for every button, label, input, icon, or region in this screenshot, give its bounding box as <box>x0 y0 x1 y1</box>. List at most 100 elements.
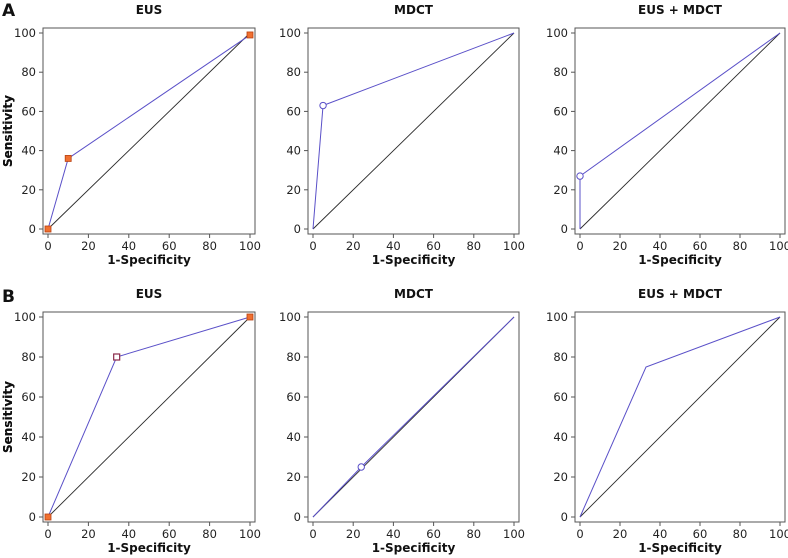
y-tick-label: 80 <box>21 350 36 364</box>
y-tick-label: 20 <box>553 183 568 197</box>
roc-point-open-circle <box>319 101 327 110</box>
chart-title: MDCT <box>394 287 434 301</box>
y-axis-label: Sensitivity <box>1 95 15 167</box>
x-tick-label: 20 <box>81 527 96 541</box>
x-axis-label: 1-Specificity <box>638 253 722 267</box>
chart-title: EUS + MDCT <box>638 3 723 17</box>
plot-frame <box>574 27 786 235</box>
x-tick-label: 80 <box>202 527 217 541</box>
y-axis-label: Sensitivity <box>1 95 15 167</box>
x-tick-label: 20 <box>81 239 96 253</box>
roc-point-open-square <box>113 353 121 361</box>
x-tick-label: 60 <box>693 527 708 541</box>
panel-letter-b: B <box>2 287 15 307</box>
y-tick-label: 100 <box>546 310 568 324</box>
x-tick-label: 20 <box>346 239 361 253</box>
x-tick-label: 20 <box>613 527 628 541</box>
y-tick-label: 100 <box>14 26 36 40</box>
y-tick-label: 40 <box>21 430 36 444</box>
x-tick-label: 100 <box>503 239 525 253</box>
x-tick-label: 60 <box>426 527 441 541</box>
y-tick-label: 60 <box>286 390 301 404</box>
y-tick-label: 0 <box>29 222 36 236</box>
x-axis-label: 1-Specificity <box>638 541 722 555</box>
y-tick-label: 100 <box>14 310 36 324</box>
x-tick-label: 20 <box>346 527 361 541</box>
y-tick-label: 0 <box>29 510 36 524</box>
y-tick-label: 20 <box>553 470 568 484</box>
panel-letter-a: A <box>2 1 16 21</box>
x-tick-label: 100 <box>239 527 261 541</box>
x-axis-label: 1-Specificity <box>372 541 456 555</box>
roc-point-filled-square <box>44 225 52 233</box>
y-tick-label: 40 <box>21 144 36 158</box>
x-tick-label: 80 <box>733 527 748 541</box>
x-tick-label: 20 <box>613 239 628 253</box>
y-tick-label: 80 <box>553 350 568 364</box>
plot-frame <box>574 311 786 523</box>
x-tick-label: 80 <box>466 527 481 541</box>
y-tick-label: 100 <box>279 26 301 40</box>
y-tick-label: 0 <box>561 222 568 236</box>
y-tick-label: 60 <box>21 390 36 404</box>
y-axis-label: Sensitivity <box>1 381 15 453</box>
y-tick-label: 20 <box>286 183 301 197</box>
x-tick-label: 100 <box>769 239 788 253</box>
y-axis-label: Sensitivity <box>1 381 15 453</box>
chart-title: EUS <box>136 287 163 301</box>
x-tick-label: 100 <box>503 527 525 541</box>
y-tick-label: 0 <box>561 510 568 524</box>
chart-2: MDCT 0 20 40 60 80 100 0 20 40 60 80 100 1-Specificit… <box>1 3 525 267</box>
x-tick-label: 40 <box>653 239 668 253</box>
x-tick-label: 80 <box>733 239 748 253</box>
y-tick-label: 100 <box>546 26 568 40</box>
chart-1: EUS 0 20 40 60 80 100 0 20 40 60 80 100 1-Specificity… <box>1 3 261 267</box>
chart-3: EUS + MDCT 0 20 40 60 80 100 0 20 40 60 80 100 1-Spec… <box>1 3 788 267</box>
roc-curve-line <box>579 316 781 518</box>
chart-6: EUS + MDCT 0 20 40 60 80 100 0 20 40 60 80 100 1-Spec… <box>1 287 788 555</box>
charts-grid: EUS 0 20 40 60 80 100 0 20 40 60 80 100 1-Specificity… <box>1 3 788 555</box>
y-tick-label: 80 <box>286 65 301 79</box>
y-tick-label: 40 <box>553 144 568 158</box>
y-tick-label: 20 <box>21 470 36 484</box>
y-tick-label: 0 <box>294 222 301 236</box>
y-tick-label: 40 <box>286 144 301 158</box>
reference-diagonal-line <box>579 32 781 230</box>
plot-frame <box>42 27 256 235</box>
x-tick-label: 100 <box>769 527 788 541</box>
x-tick-label: 0 <box>44 239 51 253</box>
y-tick-label: 40 <box>553 430 568 444</box>
roc-point-open-circle <box>357 463 365 471</box>
x-tick-label: 40 <box>121 527 136 541</box>
y-tick-label: 60 <box>21 104 36 118</box>
y-axis-label: Sensitivity <box>1 95 15 167</box>
x-tick-label: 60 <box>426 239 441 253</box>
reference-diagonal-line <box>47 316 251 518</box>
y-tick-label: 60 <box>553 390 568 404</box>
y-tick-label: 60 <box>553 104 568 118</box>
x-tick-label: 0 <box>44 527 51 541</box>
roc-point-filled-square <box>64 155 72 162</box>
x-tick-label: 0 <box>309 527 316 541</box>
roc-point-filled-square <box>246 31 254 39</box>
x-axis-label: 1-Specificity <box>107 253 191 267</box>
y-tick-label: 80 <box>553 65 568 79</box>
plot-frame <box>307 311 520 523</box>
x-tick-label: 40 <box>386 527 401 541</box>
y-axis-label: Sensitivity <box>1 381 15 453</box>
plot-frame <box>307 27 520 235</box>
y-tick-label: 20 <box>21 183 36 197</box>
reference-diagonal-line <box>579 316 781 518</box>
y-tick-label: 80 <box>21 65 36 79</box>
roc-point-filled-square <box>44 513 52 521</box>
x-tick-label: 40 <box>653 527 668 541</box>
x-tick-label: 80 <box>466 239 481 253</box>
chart-5: MDCT 0 20 40 60 80 100 0 20 40 60 80 100 1-Specificit… <box>1 287 525 555</box>
x-axis-label: 1-Specificity <box>372 253 456 267</box>
chart-title: EUS <box>136 3 163 17</box>
x-tick-label: 60 <box>693 239 708 253</box>
x-tick-label: 100 <box>239 239 261 253</box>
x-tick-label: 60 <box>162 527 177 541</box>
x-tick-label: 0 <box>576 527 583 541</box>
